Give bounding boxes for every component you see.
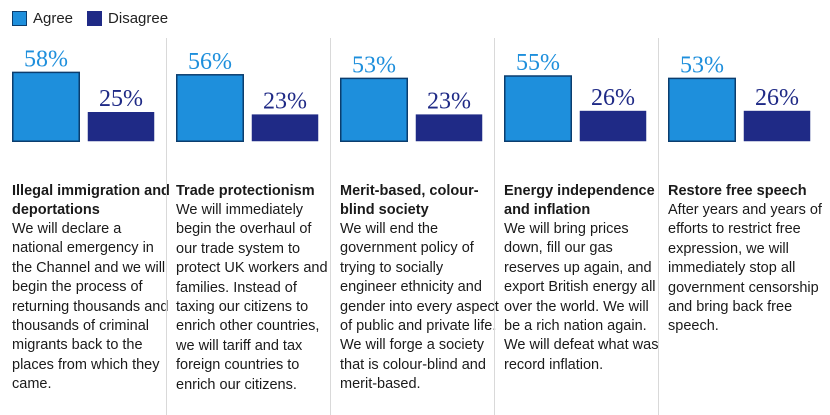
legend: Agree Disagree: [12, 9, 182, 27]
bar-agree: [504, 75, 572, 142]
legend-item-disagree: Disagree: [87, 10, 168, 27]
bar-disagree: [415, 114, 483, 142]
panel-title: Illegal immigration and deportations We …: [12, 182, 172, 395]
chart-merit: 53% 23%: [340, 52, 483, 142]
panel-title-text: Trade protectionism: [176, 183, 315, 199]
label-agree: 56%: [188, 49, 232, 75]
panel-title-text: Merit-based, colour-blind society: [340, 183, 479, 218]
legend-swatch-disagree: [87, 10, 103, 26]
divider: [494, 38, 495, 415]
panel-body: After years and years of efforts to rest…: [668, 202, 822, 335]
divider: [330, 38, 331, 415]
divider: [166, 38, 167, 415]
panel-trade: 56% 23% Trade protectionism We will immed…: [176, 38, 340, 415]
panel-body: We will immediately begin the overhaul o…: [176, 202, 328, 393]
label-disagree: 26%: [755, 85, 799, 111]
panel-title: Merit-based, colour-blind society We wil…: [340, 182, 500, 395]
label-agree: 58%: [24, 46, 68, 72]
panel-energy: 55% 26% Energy independence and inflation…: [504, 38, 668, 415]
label-agree: 53%: [680, 52, 724, 78]
legend-label-agree: Agree: [33, 9, 74, 27]
panel-body: We will declare a national emergency in …: [12, 221, 169, 393]
panel-title-text: Illegal immigration and deportations: [12, 183, 170, 218]
bar-disagree: [743, 110, 811, 142]
panel-body: We will bring prices down, fill our gas …: [504, 221, 659, 373]
bar-disagree: [251, 114, 319, 142]
legend-label-disagree: Disagree: [108, 9, 169, 27]
bar-agree: [12, 71, 80, 142]
chart-energy: 55% 26%: [504, 50, 647, 142]
label-disagree: 25%: [99, 86, 143, 112]
panel-title: Restore free speech After years and year…: [668, 182, 828, 337]
label-disagree: 23%: [427, 88, 471, 114]
panel-title: Energy independence and inflation We wil…: [504, 182, 664, 375]
bar-agree: [340, 77, 408, 142]
label-agree: 53%: [352, 52, 396, 78]
panel-free-speech: 53% 26% Restore free speech After years a…: [668, 38, 830, 415]
chart-immigration: 58% 25%: [12, 46, 155, 142]
panel-immigration: 58% 25% Illegal immigration and deportati…: [12, 38, 176, 415]
panel-title: Trade protectionism We will immediately …: [176, 182, 336, 395]
label-disagree: 23%: [263, 88, 307, 114]
panel-body: We will end the government policy of try…: [340, 221, 499, 393]
bar-agree: [668, 77, 736, 142]
legend-swatch-agree: [12, 10, 27, 26]
label-disagree: 26%: [591, 85, 635, 111]
chart-trade: 56% 23%: [176, 49, 319, 142]
divider: [658, 38, 659, 415]
bar-disagree: [87, 112, 155, 142]
panel-merit: 53% 23% Merit-based, colour-blind society…: [340, 38, 504, 415]
label-agree: 55%: [516, 50, 560, 76]
panel-title-text: Energy independence and inflation: [504, 183, 655, 218]
chart-free-speech: 53% 26%: [668, 52, 811, 142]
bar-agree: [176, 74, 244, 142]
bar-disagree: [579, 110, 647, 142]
legend-item-agree: Agree: [12, 10, 73, 27]
panel-title-text: Restore free speech: [668, 183, 807, 199]
